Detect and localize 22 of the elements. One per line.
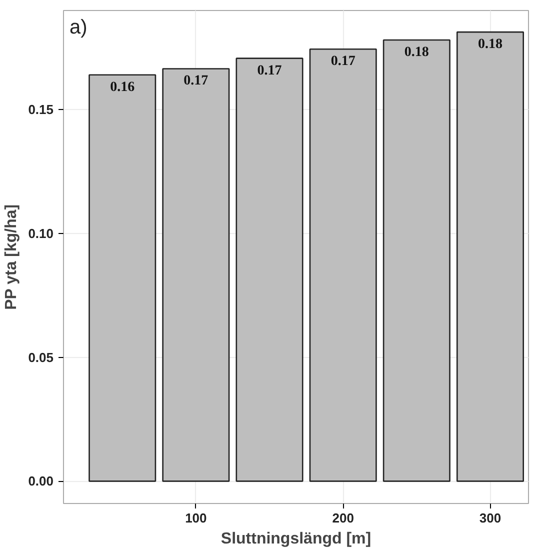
x-tick-label: 300: [479, 510, 502, 526]
bar: [382, 39, 450, 482]
data-label: 0.17: [257, 63, 282, 78]
data-label: 0.16: [110, 80, 135, 95]
y-axis-title: PP yta [kg/ha]: [3, 204, 20, 310]
x-tick-label: 100: [185, 510, 207, 526]
data-label: 0.18: [404, 44, 429, 60]
data-label: 0.17: [330, 54, 356, 70]
bar: [309, 48, 377, 482]
x-axis-title: Sluttningslängd [m]: [220, 530, 372, 548]
bar: [162, 68, 230, 482]
y-tick-label: 0.10: [28, 226, 54, 241]
bar: [236, 58, 304, 482]
y-tick-label: 0.05: [28, 350, 54, 365]
data-label: 0.17: [184, 74, 208, 89]
bar: [456, 31, 524, 482]
annotation: a): [70, 16, 88, 38]
y-tick-label: 0.15: [28, 102, 54, 118]
x-tick-label: 200: [332, 510, 354, 526]
bar: [88, 74, 156, 482]
y-tick-label: 0.00: [28, 474, 54, 489]
data-label: 0.18: [478, 37, 502, 52]
